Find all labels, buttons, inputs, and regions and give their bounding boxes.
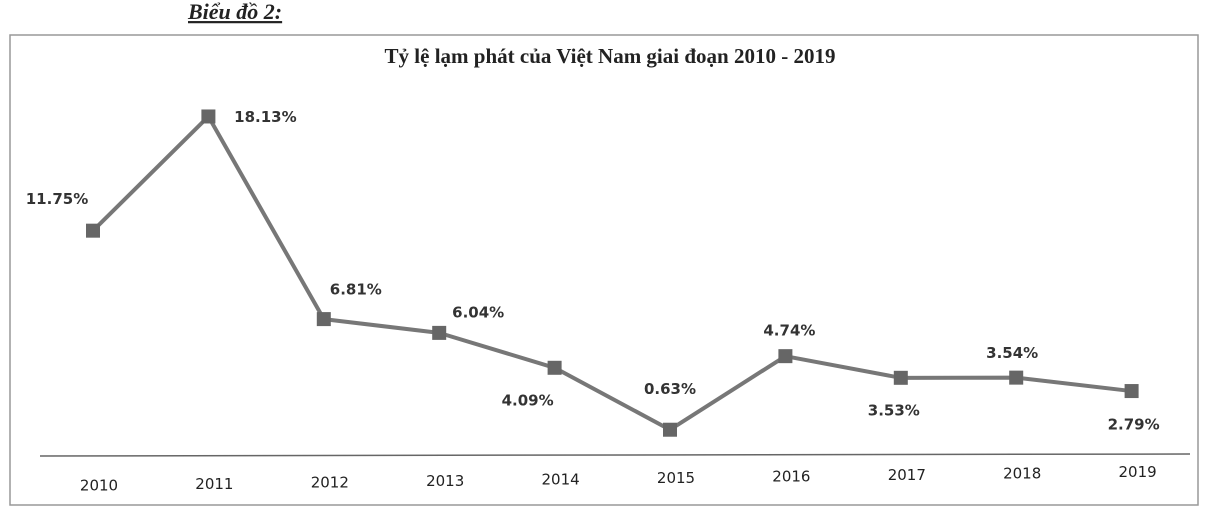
data-line (91, 114, 1132, 432)
data-label: 6.04% (452, 303, 504, 321)
x-tick-label: 2018 (1003, 465, 1041, 483)
marker (663, 422, 677, 437)
data-label: 18.13% (234, 108, 296, 126)
data-label: 4.74% (763, 322, 815, 340)
marker (1009, 370, 1024, 385)
data-label: 3.54% (986, 344, 1038, 362)
x-tick-label: 2016 (772, 468, 810, 486)
x-tick-label: 2019 (1119, 463, 1157, 481)
marker (316, 312, 331, 327)
data-label: 11.75% (26, 190, 88, 208)
x-tick-label: 2011 (195, 475, 233, 493)
x-tick-label: 2017 (888, 466, 926, 484)
data-label: 0.63% (644, 380, 696, 398)
caption: Biểu đồ 2: (187, 0, 282, 24)
data-label: 2.79% (1108, 416, 1160, 434)
chart-title: Tỷ lệ lạm phát của Việt Nam giai đoạn 20… (385, 44, 836, 68)
data-label: 4.09% (502, 391, 554, 409)
x-tick-label: 2014 (542, 471, 580, 489)
marker (893, 370, 908, 385)
marker (201, 109, 216, 124)
marker (1124, 384, 1139, 399)
marker (778, 349, 793, 364)
marker (86, 223, 100, 238)
x-tick-label: 2015 (657, 469, 695, 487)
marker (547, 360, 562, 375)
x-tick-label: 2010 (80, 477, 118, 495)
data-label: 6.81% (330, 281, 382, 299)
marker (432, 325, 447, 340)
x-tick-label: 2012 (311, 474, 349, 492)
data-label: 3.53% (868, 401, 920, 419)
chart-frame (9, 34, 1199, 506)
x-axis-line (39, 453, 1191, 457)
x-tick-label: 2013 (426, 472, 464, 490)
